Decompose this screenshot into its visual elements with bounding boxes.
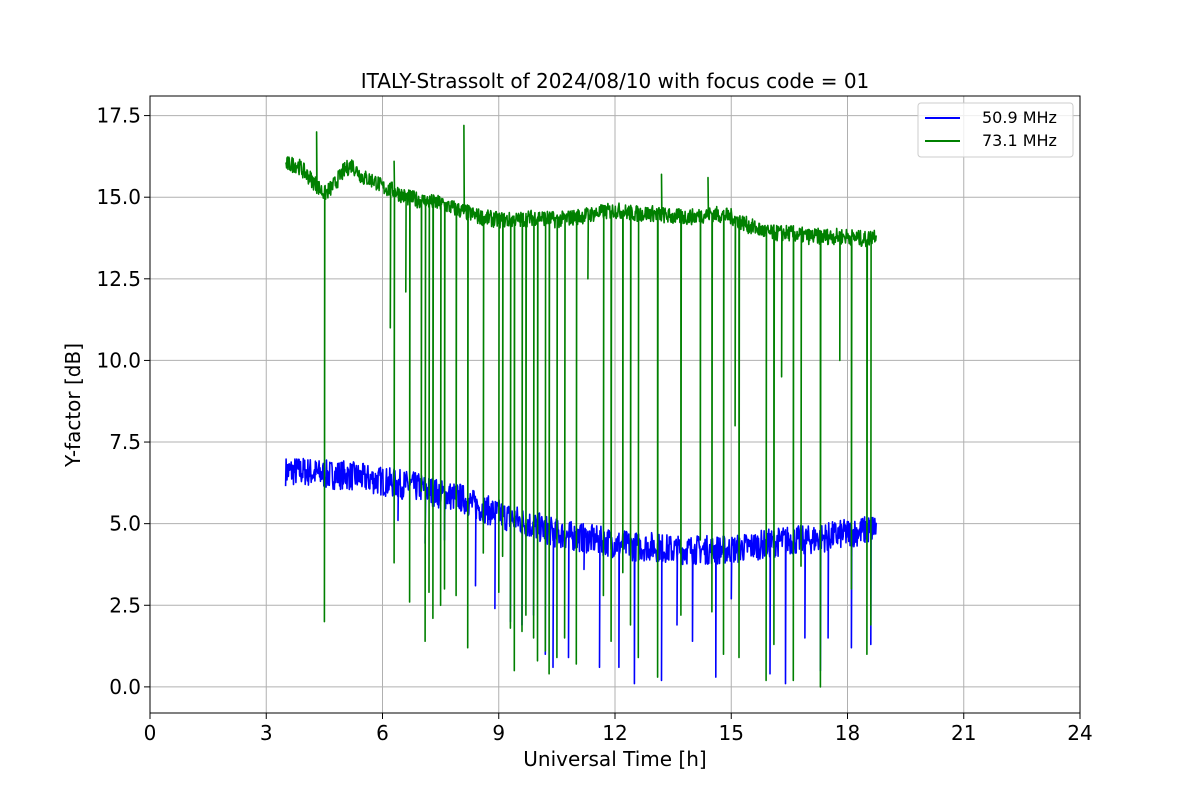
series-line-50-9-mhz xyxy=(284,457,877,685)
legend-label-50-9-mhz: 50.9 MHz xyxy=(982,108,1057,127)
series-line-73-1-mhz xyxy=(285,124,877,688)
series-layer xyxy=(284,124,877,688)
x-tick-label: 6 xyxy=(376,721,389,745)
y-tick-label: 0.0 xyxy=(109,675,141,699)
y-tick-label: 10.0 xyxy=(96,348,141,372)
x-tick-label: 0 xyxy=(144,721,157,745)
x-tick-label: 18 xyxy=(835,721,860,745)
y-tick-label: 17.5 xyxy=(96,104,141,128)
x-tick-label: 9 xyxy=(492,721,505,745)
x-tick-label: 24 xyxy=(1067,721,1092,745)
y-tick-label: 7.5 xyxy=(109,430,141,454)
x-tick-label: 15 xyxy=(719,721,744,745)
chart-title: ITALY-Strassolt of 2024/08/10 with focus… xyxy=(361,69,870,93)
y-tick-label: 5.0 xyxy=(109,512,141,536)
y-tick-label: 12.5 xyxy=(96,267,141,291)
y-tick-label: 15.0 xyxy=(96,185,141,209)
x-axis-label: Universal Time [h] xyxy=(523,747,706,771)
x-tick-label: 21 xyxy=(951,721,976,745)
legend-label-73-1-mhz: 73.1 MHz xyxy=(982,131,1057,150)
y-tick-label: 2.5 xyxy=(109,593,141,617)
legend: 50.9 MHz 73.1 MHz xyxy=(917,102,1074,158)
legend-box xyxy=(917,102,1074,158)
y-axis-label: Y-factor [dB] xyxy=(61,343,85,468)
x-tick-label: 3 xyxy=(260,721,273,745)
x-tick-label: 12 xyxy=(602,721,627,745)
tick-layer: 0 3 6 9 12 15 18 21 24 0.0 2.5 5.0 7.5 10.0 12.5 15.0 17… xyxy=(96,104,1092,745)
grid-layer xyxy=(149,96,1081,713)
